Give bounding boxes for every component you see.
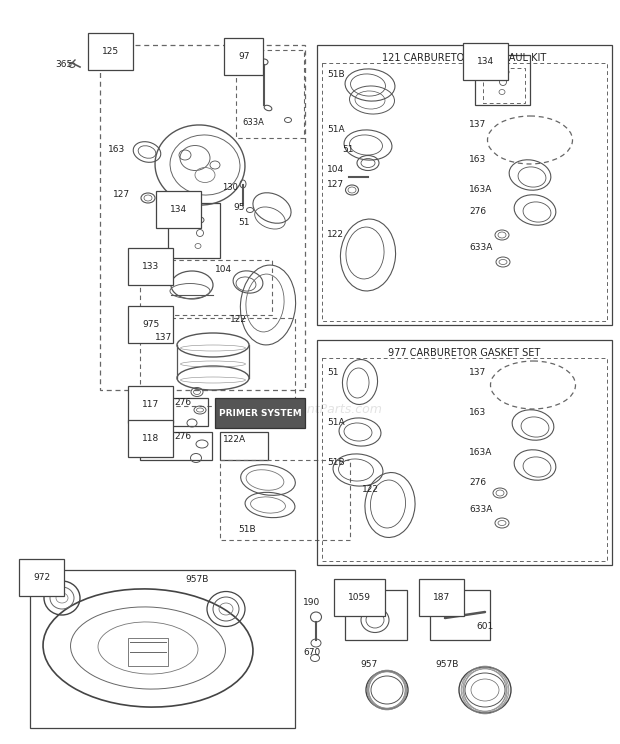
Bar <box>483 68 525 103</box>
Text: 670: 670 <box>303 648 321 657</box>
Text: 975: 975 <box>142 320 159 329</box>
Text: 137: 137 <box>469 368 486 377</box>
Text: 134: 134 <box>170 205 187 214</box>
Text: 104: 104 <box>327 165 344 174</box>
Text: 125: 125 <box>102 47 119 56</box>
Text: 276: 276 <box>469 207 486 216</box>
Text: 133: 133 <box>142 262 159 271</box>
Bar <box>236 50 304 138</box>
Text: 127: 127 <box>327 180 344 189</box>
Text: 633A: 633A <box>242 118 264 127</box>
Text: 122: 122 <box>230 315 247 324</box>
Text: 134: 134 <box>477 57 494 66</box>
Bar <box>317 45 612 325</box>
Bar <box>168 203 220 258</box>
Text: 122: 122 <box>362 485 379 494</box>
Text: 130: 130 <box>222 183 238 192</box>
Text: 51: 51 <box>238 218 249 227</box>
Bar <box>322 358 607 561</box>
Text: 122: 122 <box>327 230 344 239</box>
Text: ReplacementParts.com: ReplacementParts.com <box>237 403 383 416</box>
Text: 163: 163 <box>108 145 125 154</box>
Bar <box>128 638 168 666</box>
Bar <box>430 590 490 640</box>
Bar <box>317 340 612 565</box>
Text: 977 CARBURETOR GASKET SET: 977 CARBURETOR GASKET SET <box>388 348 541 358</box>
Text: 51B: 51B <box>238 525 255 534</box>
Text: 97: 97 <box>238 52 249 61</box>
Text: 163: 163 <box>469 408 486 417</box>
Text: 51A: 51A <box>327 418 345 427</box>
Text: 104: 104 <box>215 265 232 274</box>
Text: 163A: 163A <box>469 448 492 457</box>
Text: 137: 137 <box>469 120 486 129</box>
Text: 633A: 633A <box>469 243 492 252</box>
Bar <box>220 432 268 460</box>
Text: 163: 163 <box>469 155 486 164</box>
Text: 137: 137 <box>155 333 172 342</box>
Text: 187: 187 <box>433 593 450 602</box>
Text: 163A: 163A <box>469 185 492 194</box>
Bar <box>140 318 295 406</box>
Text: 276: 276 <box>469 478 486 487</box>
Text: 957: 957 <box>360 660 377 669</box>
Text: 95: 95 <box>233 203 244 212</box>
Bar <box>322 63 607 321</box>
Text: 51: 51 <box>342 145 353 154</box>
Bar <box>140 260 272 315</box>
Text: 118: 118 <box>142 434 159 443</box>
Text: 51B: 51B <box>327 70 345 79</box>
Text: 51: 51 <box>327 368 339 377</box>
Text: 122A: 122A <box>223 435 246 444</box>
Text: 51A: 51A <box>327 125 345 134</box>
Text: 972: 972 <box>33 573 50 582</box>
Text: 127: 127 <box>113 190 130 199</box>
Bar <box>345 590 407 640</box>
Text: 276: 276 <box>174 432 191 441</box>
Bar <box>215 398 305 428</box>
Text: 957B: 957B <box>185 575 208 584</box>
Bar <box>140 432 212 460</box>
Bar <box>100 45 305 390</box>
Text: 117: 117 <box>142 400 159 409</box>
Text: 601: 601 <box>476 622 494 631</box>
Text: 1059: 1059 <box>348 593 371 602</box>
Text: 957B: 957B <box>435 660 458 669</box>
Bar <box>140 398 208 426</box>
Bar <box>220 460 350 540</box>
Text: 365: 365 <box>55 60 73 69</box>
Text: PRIMER SYSTEM: PRIMER SYSTEM <box>219 408 301 417</box>
Bar <box>30 570 295 728</box>
Text: 190: 190 <box>303 598 321 607</box>
Text: 121 CARBURETOR OVERHAUL KIT: 121 CARBURETOR OVERHAUL KIT <box>383 53 547 63</box>
Text: 276: 276 <box>157 388 174 397</box>
Text: 276: 276 <box>174 398 191 407</box>
Bar <box>475 55 530 105</box>
Text: 51B: 51B <box>327 458 345 467</box>
Text: 633A: 633A <box>469 505 492 514</box>
